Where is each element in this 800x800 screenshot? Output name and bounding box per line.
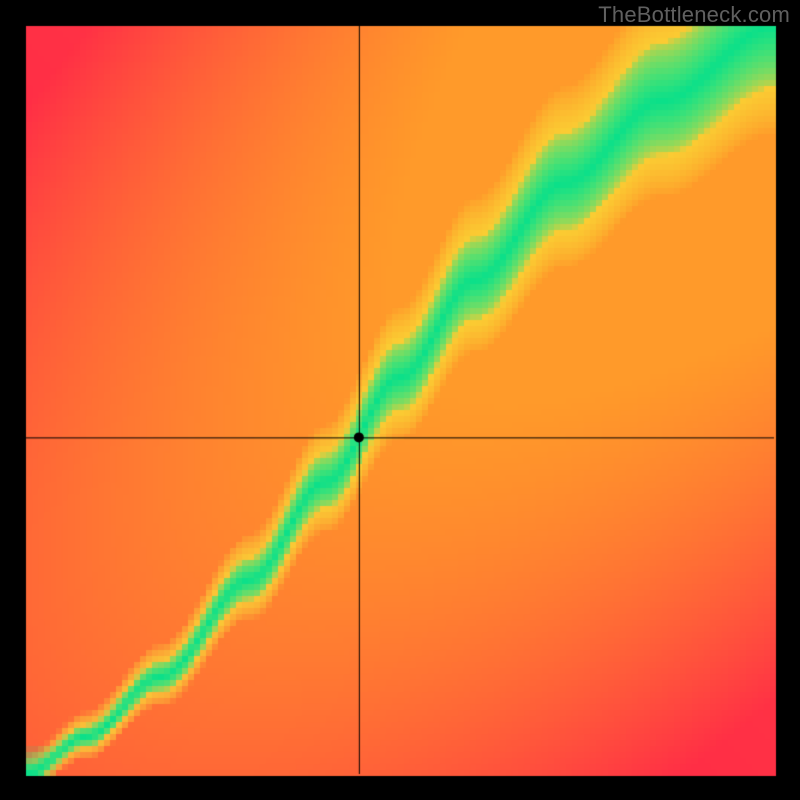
bottleneck-heatmap-container: TheBottleneck.com	[0, 0, 800, 800]
watermark-label: TheBottleneck.com	[598, 2, 790, 28]
heatmap-canvas	[0, 0, 800, 800]
